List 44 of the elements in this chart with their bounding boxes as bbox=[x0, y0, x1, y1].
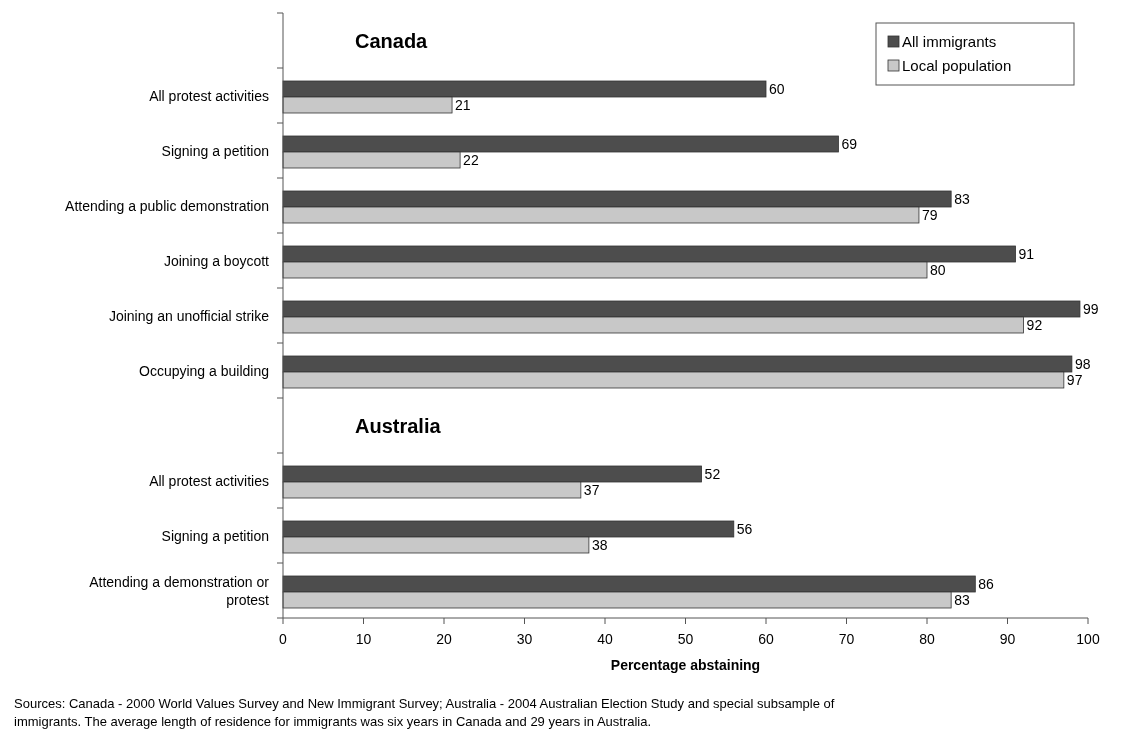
x-tick-label: 90 bbox=[999, 631, 1016, 647]
data-label: 37 bbox=[583, 482, 600, 498]
y-tick-label: Attending a public demonstration bbox=[65, 197, 269, 214]
data-label: 52 bbox=[704, 466, 721, 482]
x-tick-label: 60 bbox=[758, 631, 774, 647]
x-tick-label: 50 bbox=[677, 631, 694, 647]
data-label: 80 bbox=[930, 262, 946, 278]
data-label: 91 bbox=[1018, 246, 1035, 262]
source-note: Sources: Canada - 2000 World Values Survey and New Immigrant Survey; Australia - 2004 Australian Election Study and special subsample of immigrants. The average length of residence for immigrants was six years in Canada and 29 years in Australia. bbox=[14, 696, 835, 729]
data-label: 83 bbox=[954, 191, 970, 207]
data-label: 22 bbox=[463, 152, 479, 168]
data-label: 21 bbox=[455, 97, 471, 113]
y-tick-label: Joining an unofficial strike bbox=[108, 307, 270, 324]
data-label: 38 bbox=[591, 537, 608, 553]
data-label: 83 bbox=[954, 592, 970, 608]
y-tick-label: Signing a petition bbox=[161, 527, 269, 544]
data-label: 99 bbox=[1082, 301, 1099, 317]
data-label: 60 bbox=[769, 81, 785, 97]
x-tick-label: 20 bbox=[436, 631, 452, 647]
data-label: 97 bbox=[1066, 372, 1083, 388]
data-label: 79 bbox=[921, 207, 938, 223]
y-tick-label: Joining a boycott bbox=[163, 252, 270, 269]
y-tick-label: All protest activities bbox=[149, 87, 269, 104]
y-tick-label: All protest activities bbox=[149, 472, 269, 489]
y-tick-label: Occupying a building bbox=[139, 362, 269, 379]
x-tick-label: 80 bbox=[919, 631, 935, 647]
y-tick-label: Signing a petition bbox=[161, 142, 269, 159]
x-tick-label: 100 bbox=[1076, 631, 1100, 647]
legend-label: Local population bbox=[902, 57, 1012, 74]
x-tick-label: 40 bbox=[597, 631, 613, 647]
data-label: 56 bbox=[736, 521, 753, 537]
data-label: 92 bbox=[1026, 317, 1043, 333]
data-label: 98 bbox=[1074, 356, 1091, 372]
annotation: Canada bbox=[355, 29, 429, 52]
x-tick-label: 30 bbox=[516, 631, 533, 647]
x-tick-label: 0 bbox=[279, 631, 288, 647]
annotation: Australia bbox=[355, 414, 442, 437]
legend-label: All immigrants bbox=[902, 33, 997, 50]
y-tick-label: Attending a demonstration or protest bbox=[89, 573, 270, 608]
data-label: 86 bbox=[978, 576, 995, 592]
x-tick-label: 70 bbox=[838, 631, 855, 647]
x-axis-title: Percentage abstaining bbox=[610, 657, 761, 673]
data-label: 69 bbox=[841, 136, 858, 152]
x-tick-label: 10 bbox=[355, 631, 372, 647]
